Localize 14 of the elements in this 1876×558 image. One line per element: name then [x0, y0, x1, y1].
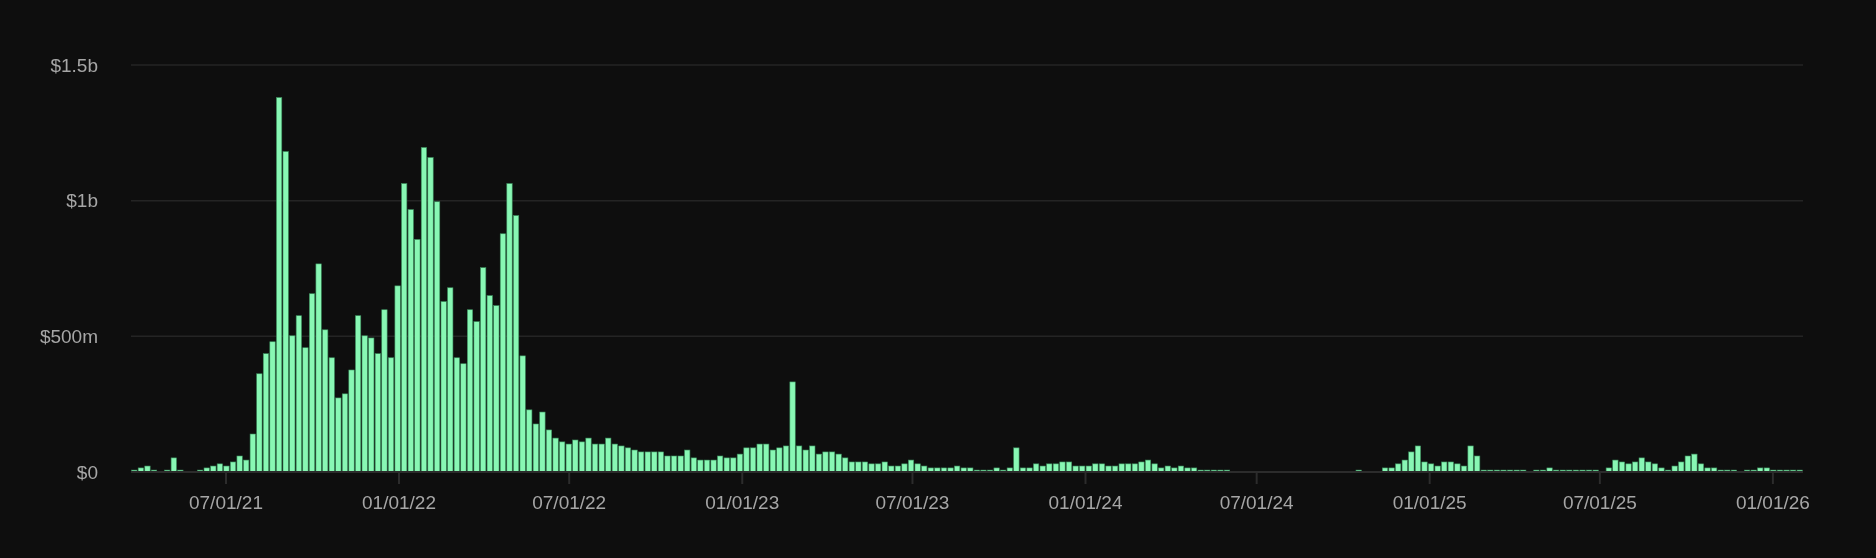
x-tick-label: 07/01/22 [532, 492, 607, 513]
x-tick-label: 07/01/25 [1562, 492, 1637, 513]
x-tick-label: 07/01/24 [1219, 492, 1295, 513]
x-tick-label: 01/01/26 [1735, 492, 1810, 513]
y-tick-label: $0 [76, 461, 98, 483]
x-tick-label: 01/01/22 [362, 492, 436, 513]
y-tick-label: $500m [39, 325, 98, 347]
x-tick-label: 01/01/24 [1048, 492, 1123, 513]
x-tick-label: 07/01/21 [188, 492, 263, 513]
y-tick-label: $1b [66, 190, 98, 212]
x-tick-label: 01/01/25 [1392, 492, 1467, 513]
x-tick-label: 07/01/23 [875, 492, 950, 513]
y-tick-label: $1.5b [50, 54, 98, 76]
x-tick-label: 01/01/23 [705, 492, 780, 513]
